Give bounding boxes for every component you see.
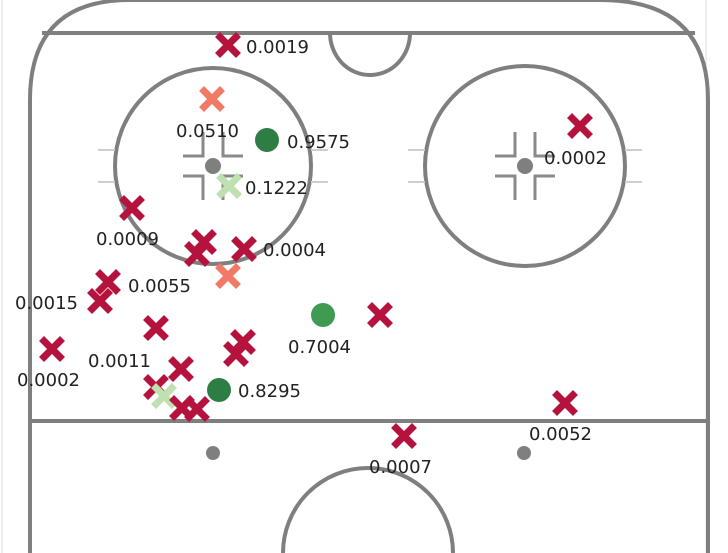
goal-crease (328, 32, 412, 77)
shot-marker (199, 86, 225, 112)
shot-probability-label: 0.0510 (176, 121, 239, 142)
shot-probability-label: 0.0007 (369, 457, 432, 478)
shot-marker (231, 236, 257, 262)
shot-probability-label: 0.8295 (238, 381, 301, 402)
shot-marker (391, 423, 417, 449)
shot-marker (215, 263, 241, 289)
shot-marker (39, 336, 65, 362)
shot-marker (95, 269, 121, 295)
shot-marker (223, 341, 249, 367)
rink-boards (28, 0, 710, 553)
shot-marker (151, 383, 177, 409)
neutral-dot-left (206, 446, 220, 460)
shot-marker (143, 315, 169, 341)
goal-marker (311, 303, 335, 327)
shot-marker (367, 302, 393, 328)
shot-marker (87, 288, 113, 314)
shot-probability-label: 0.0002 (17, 370, 80, 391)
shot-probability-label: 0.0011 (88, 351, 151, 372)
shot-probability-label: 0.0019 (246, 37, 309, 58)
goal-marker (255, 128, 279, 152)
shot-probability-label: 0.1222 (245, 178, 308, 199)
shot-probability-label: 0.0002 (544, 148, 607, 169)
shot-marker (184, 396, 210, 422)
shot-marker (552, 390, 578, 416)
shot-probability-label: 0.7004 (288, 337, 351, 358)
shot-marker (230, 329, 256, 355)
center-circle-arc (281, 466, 455, 553)
shot-probability-label: 0.0015 (15, 293, 78, 314)
shot-probability-label: 0.0004 (263, 240, 326, 261)
shot-labels: 0.0019 0.0510 0.9575 0.0002 0.1222 0.0009 0.00… (15, 37, 607, 478)
goal-marker (207, 378, 231, 402)
neutral-dot-right (517, 446, 531, 460)
shot-marks (39, 32, 593, 449)
shot-marker (216, 173, 242, 199)
shot-marker (168, 356, 194, 382)
shot-marker (215, 32, 241, 58)
rink-lines (1, 0, 710, 553)
shot-probability-label: 0.0009 (96, 229, 159, 250)
shot-probability-label: 0.0052 (529, 424, 592, 445)
shot-probability-label: 0.9575 (287, 132, 350, 153)
faceoff-circle-right (408, 64, 642, 268)
shot-marker (119, 195, 145, 221)
shot-marker (567, 113, 593, 139)
shot-marker (191, 229, 217, 255)
shot-probability-label: 0.0055 (128, 276, 191, 297)
shot-marker (184, 241, 210, 267)
